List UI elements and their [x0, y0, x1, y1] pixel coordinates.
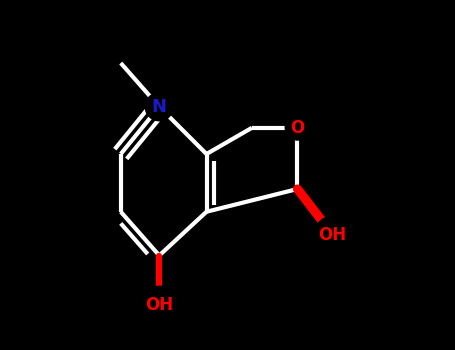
Circle shape — [314, 216, 351, 253]
Text: N: N — [152, 98, 167, 116]
Text: OH: OH — [318, 225, 347, 244]
Circle shape — [285, 116, 310, 140]
Circle shape — [145, 93, 173, 121]
Circle shape — [141, 286, 177, 323]
Text: OH: OH — [145, 295, 173, 314]
Text: O: O — [290, 119, 305, 137]
